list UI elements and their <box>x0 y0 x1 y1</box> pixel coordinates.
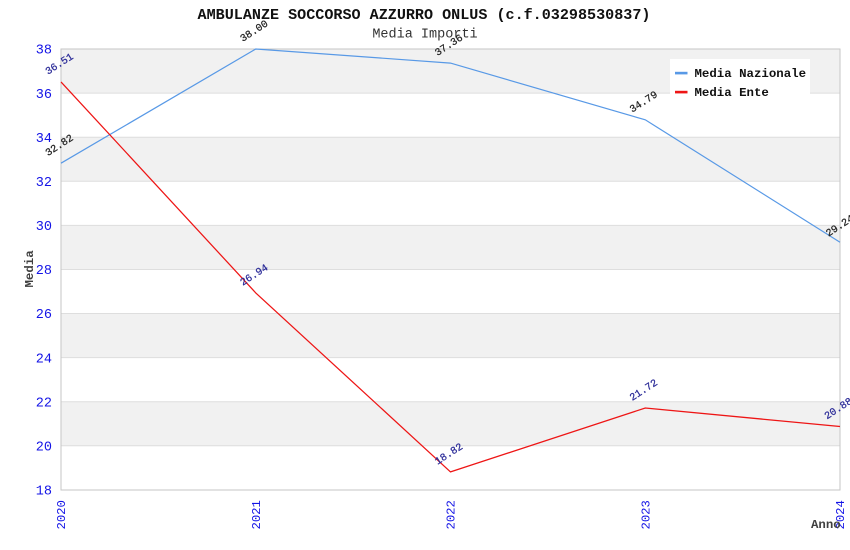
svg-text:2024: 2024 <box>834 500 848 529</box>
svg-text:24: 24 <box>36 352 52 367</box>
svg-text:Media Importi: Media Importi <box>372 28 477 43</box>
svg-text:Anno: Anno <box>811 518 841 532</box>
svg-text:2020: 2020 <box>55 500 69 529</box>
svg-text:32: 32 <box>36 176 52 191</box>
svg-text:18: 18 <box>36 485 52 500</box>
svg-text:28: 28 <box>36 264 52 279</box>
svg-text:Media Nazionale: Media Nazionale <box>695 67 807 81</box>
svg-text:36: 36 <box>36 88 52 103</box>
svg-text:20: 20 <box>36 441 52 456</box>
svg-text:Media Ente: Media Ente <box>695 86 769 100</box>
svg-text:2021: 2021 <box>250 500 264 529</box>
svg-text:2022: 2022 <box>445 500 459 529</box>
svg-text:22: 22 <box>36 396 52 411</box>
svg-text:26: 26 <box>36 308 52 323</box>
svg-text:AMBULANZE SOCCORSO AZZURRO ONL: AMBULANZE SOCCORSO AZZURRO ONLUS (c.f.03… <box>198 6 651 24</box>
svg-text:Media: Media <box>23 250 37 288</box>
svg-text:2023: 2023 <box>639 500 653 529</box>
svg-text:34: 34 <box>36 132 52 147</box>
svg-text:38: 38 <box>36 44 52 59</box>
svg-text:21.72: 21.72 <box>628 377 660 404</box>
svg-text:30: 30 <box>36 220 52 235</box>
